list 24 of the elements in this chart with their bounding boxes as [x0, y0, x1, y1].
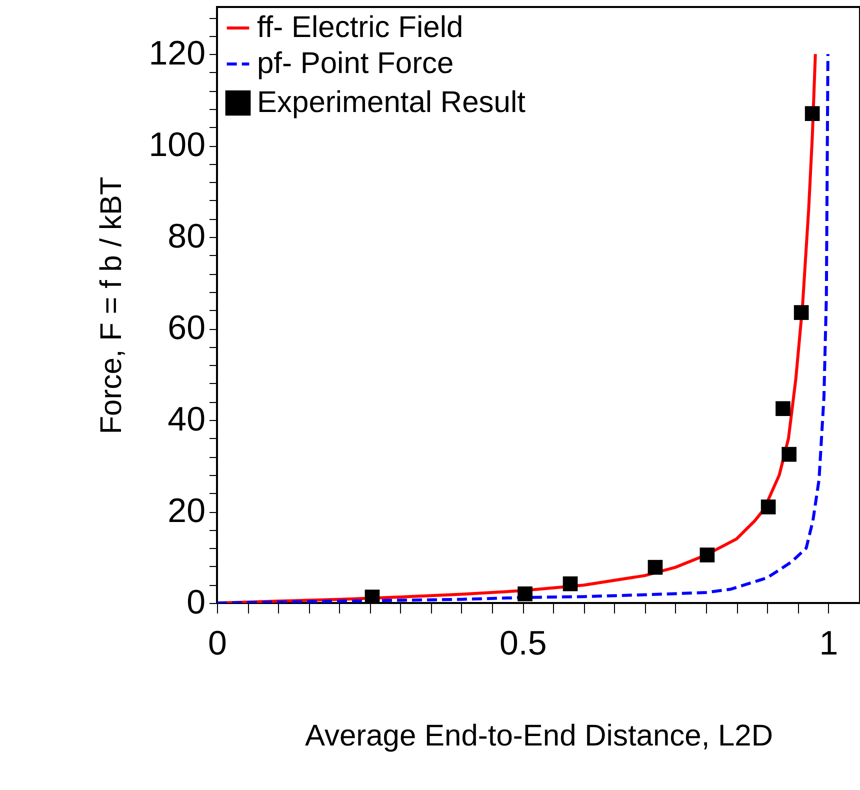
- point: [364, 590, 380, 603]
- x-tick-label: 1: [819, 624, 838, 662]
- point: [782, 446, 797, 462]
- point: [794, 305, 809, 320]
- y-tick-label: 20: [168, 492, 206, 530]
- legend-label: pf- Point Force: [257, 47, 454, 80]
- legend-label: ff- Electric Field: [257, 11, 464, 44]
- point: [518, 586, 532, 602]
- x-tick-label: 0.5: [499, 624, 547, 662]
- x-axis-title: Average End-to-End Distance, L2D: [304, 720, 774, 752]
- point: [776, 401, 790, 416]
- y-tick-label: 100: [148, 126, 206, 164]
- y-tick-label: 120: [148, 34, 206, 73]
- point: [700, 548, 715, 562]
- point: [562, 576, 578, 592]
- y-tick-label: 80: [168, 218, 206, 256]
- y-tick-label: 40: [168, 400, 206, 439]
- point: [760, 500, 776, 514]
- point: [648, 560, 663, 575]
- y-axis-title: Force, F = f b / kBT: [94, 176, 128, 434]
- legend-label: Experimental Result: [257, 86, 526, 119]
- point: [804, 106, 820, 121]
- y-tick-label: 0: [186, 584, 206, 622]
- y-tick-label: 60: [168, 309, 206, 348]
